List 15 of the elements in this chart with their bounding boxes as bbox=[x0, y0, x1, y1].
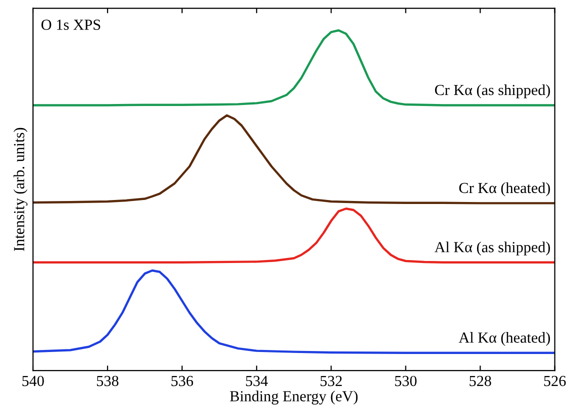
x-tick-label: 532 bbox=[320, 376, 342, 386]
x-tick-label: 540 bbox=[22, 376, 44, 386]
x-tick-label: 538 bbox=[96, 376, 118, 386]
series-label: Al Kα (heated) bbox=[458, 332, 550, 346]
series-label: Cr Kα (as shipped) bbox=[435, 84, 550, 98]
x-tick-label: 534 bbox=[246, 376, 268, 386]
x-tick-label: 526 bbox=[544, 376, 566, 386]
y-axis-title: Intensity (arb. units) bbox=[14, 128, 28, 252]
series-label: Al Kα (as shipped) bbox=[434, 242, 550, 256]
x-tick-label: 536 bbox=[172, 376, 194, 386]
text: O 1s XPS bbox=[41, 20, 100, 30]
series-label: Cr Kα (heated) bbox=[459, 182, 550, 196]
x-axis-title: Binding Energy (eV) bbox=[230, 390, 358, 405]
x-tick-label: 530 bbox=[395, 376, 417, 386]
x-tick-label: 528 bbox=[470, 376, 492, 386]
